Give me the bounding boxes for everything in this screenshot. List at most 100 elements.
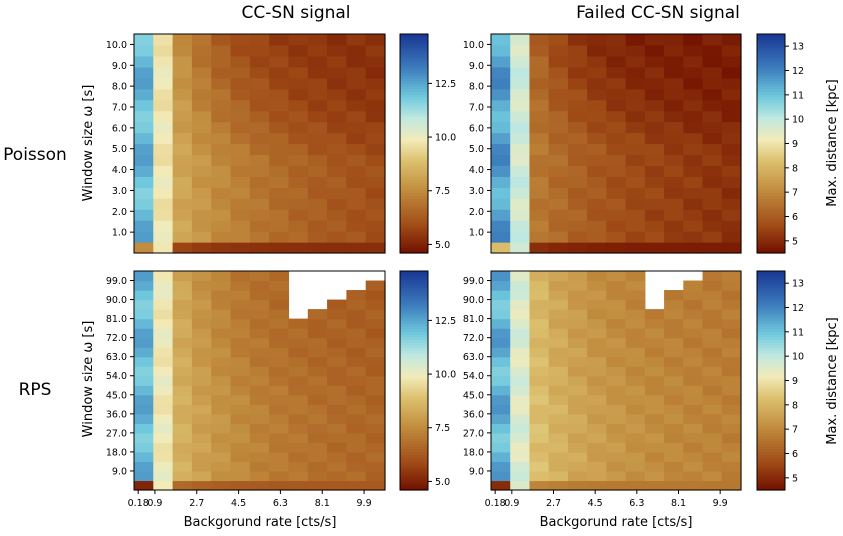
heatmap-cell [134, 375, 154, 386]
heatmap-cell [269, 356, 290, 367]
heatmap-cell [288, 442, 309, 453]
heatmap-cell [587, 110, 607, 123]
heatmap-cell [644, 328, 665, 339]
heatmap-cell [211, 423, 232, 434]
colorbar-segment [757, 148, 785, 153]
heatmap-cell [587, 231, 607, 243]
heatmap-cell [510, 99, 531, 112]
colorbar-segment [757, 457, 785, 461]
heatmap-cell [134, 328, 154, 339]
colorbar-tick-label: 6 [792, 212, 798, 223]
heatmap-cell [269, 99, 290, 112]
heatmap-cell [548, 442, 569, 453]
y-tick-label: 3.0 [469, 186, 484, 197]
colorbar-segment [757, 273, 785, 278]
heatmap-cell [153, 366, 174, 377]
heatmap-cell [683, 356, 704, 367]
colorbar-segment [757, 64, 785, 68]
heatmap-cell [307, 470, 328, 482]
heatmap-cell [548, 347, 569, 358]
heatmap-cell [606, 461, 627, 472]
heatmap-cell [721, 356, 742, 367]
colorbar-tick-label: 12 [792, 303, 804, 314]
heatmap-cell [721, 77, 742, 90]
heatmap-cell [721, 423, 742, 434]
heatmap-cell [211, 99, 232, 112]
heatmap-cell [211, 77, 232, 90]
y-tick-label: 99.0 [106, 276, 127, 287]
heatmap-cell [548, 132, 569, 145]
colorbar-segment [757, 75, 785, 79]
heatmap-cell [307, 220, 328, 232]
heatmap-cell [548, 88, 569, 101]
colorbar-segment [400, 179, 428, 183]
heatmap-cell [721, 442, 742, 453]
heatmap-cell [346, 99, 367, 112]
heatmap-cell [211, 154, 232, 166]
heatmap-cell [529, 34, 550, 46]
colorbar-segment [400, 377, 428, 382]
heatmap-cell [327, 328, 347, 339]
heatmap-cell [491, 394, 511, 405]
heatmap-cell [702, 187, 723, 199]
colorbar-segment [757, 306, 785, 310]
heatmap-cell [288, 347, 309, 358]
colorbar-segment [400, 481, 428, 486]
colorbar-segment [757, 432, 785, 436]
colorbar-segment [757, 222, 785, 227]
heatmap-cell [567, 337, 588, 348]
heatmap-cell [567, 77, 588, 90]
colorbar-rps-cc-sn: 5.07.510.012.5 [399, 270, 456, 491]
heatmap-cell [134, 154, 154, 166]
colorbar-segment [757, 72, 785, 76]
colorbar-segment [400, 429, 428, 434]
heatmap-cell [211, 413, 232, 424]
colorbar-tick-label: 11 [792, 90, 804, 101]
heatmap-cell [211, 242, 232, 254]
heatmap-cell [153, 356, 174, 367]
heatmap-cell [346, 461, 367, 472]
colorbar-segment [400, 366, 428, 371]
heatmap-cell [491, 290, 511, 301]
heatmap-cell [529, 337, 550, 348]
heatmap-cell [134, 55, 154, 68]
heatmap-cell [172, 44, 193, 57]
heatmap-cell [664, 337, 684, 348]
colorbar-tick-label: 8 [792, 400, 798, 411]
heatmap-cell [153, 394, 174, 405]
heatmap-cell [346, 423, 367, 434]
heatmap-cell [664, 366, 684, 377]
heatmap-cell [249, 480, 270, 491]
x-tick-label: 9.9 [713, 498, 728, 509]
heatmap-cell [529, 220, 550, 232]
heatmap-cell [134, 404, 154, 415]
colorbar-segment [400, 195, 428, 199]
heatmap-cell [664, 375, 684, 386]
heatmap-cell [721, 337, 742, 348]
heatmap-cell [587, 99, 607, 112]
panel-frame [490, 33, 742, 254]
heatmap-cell [230, 220, 251, 232]
colorbar-segment [400, 75, 428, 79]
heatmap-cell [153, 231, 174, 243]
heatmap-cell [249, 356, 270, 367]
heatmap-cell [683, 337, 704, 348]
colorbar-segment [757, 236, 785, 240]
colorbar-segment [757, 233, 785, 238]
heatmap-cell [548, 121, 569, 134]
heatmap-cell [153, 121, 174, 134]
colorbar-segment [400, 143, 428, 147]
heatmap-cell [548, 461, 569, 472]
heatmap-cell [153, 88, 174, 101]
colorbar-tick-label: 7 [792, 188, 798, 199]
heatmap-cell [721, 154, 742, 166]
heatmap-cell [134, 121, 154, 134]
colorbar-tick-label: 11 [792, 327, 804, 338]
colorbar-segment [757, 333, 785, 338]
colorbar-segment [757, 484, 785, 488]
colorbar-segment [400, 468, 428, 472]
heatmap-cell [510, 356, 531, 367]
heatmap-cell [191, 271, 212, 282]
heatmap-cell [664, 404, 684, 415]
heatmap-cell [288, 451, 309, 463]
